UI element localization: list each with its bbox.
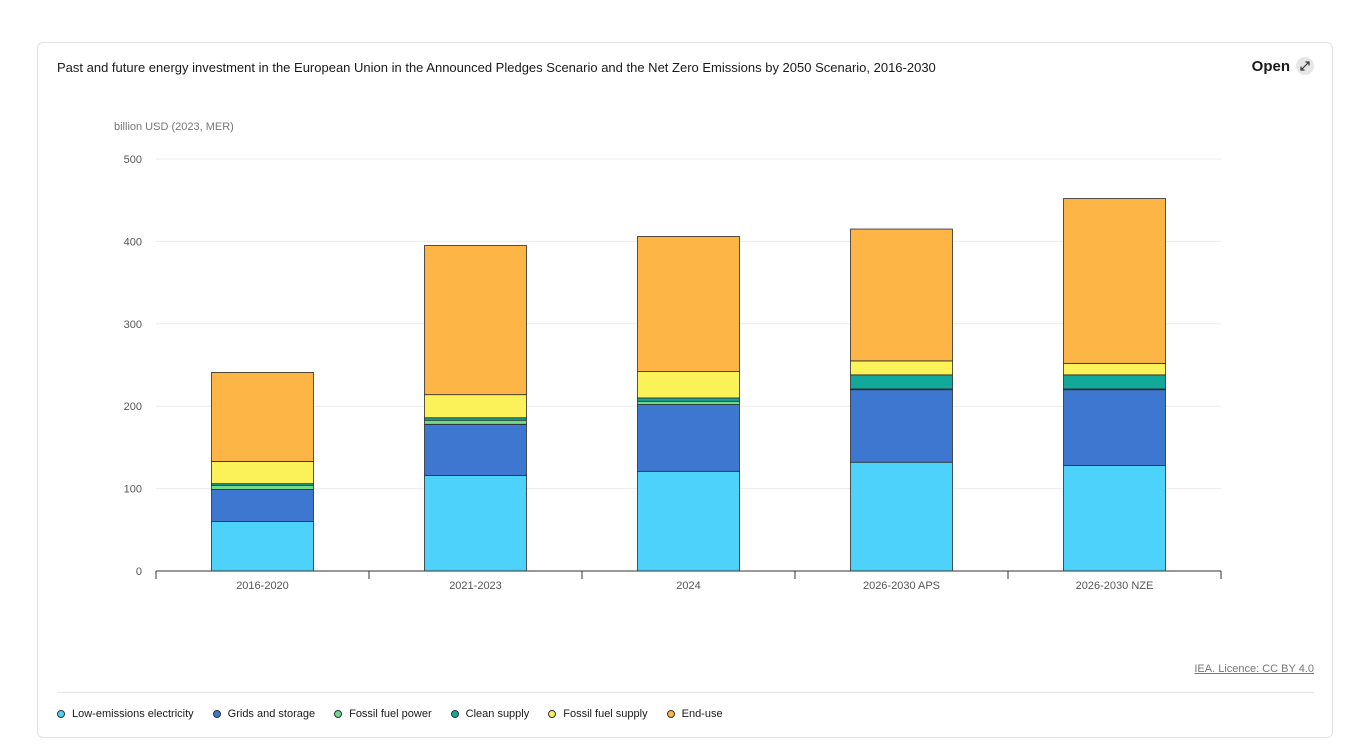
bar-segment[interactable] xyxy=(637,397,740,402)
legend-label: Fossil fuel supply xyxy=(563,708,648,720)
bar-stack xyxy=(850,228,953,572)
legend-item[interactable]: Fossil fuel supply xyxy=(548,708,648,720)
bar-segment[interactable] xyxy=(424,245,527,396)
bar-segment[interactable] xyxy=(1063,362,1166,376)
bar-stack xyxy=(637,236,740,572)
legend-swatch xyxy=(666,710,675,718)
y-tick-label: 0 xyxy=(136,566,142,578)
expand-icon xyxy=(1296,57,1314,75)
y-tick-label: 400 xyxy=(124,236,142,248)
bar-segment[interactable] xyxy=(1063,198,1166,364)
bar-segment[interactable] xyxy=(1063,389,1166,466)
bar-stack xyxy=(424,245,527,572)
bar-segment[interactable] xyxy=(211,461,314,485)
x-tick-label: 2021-2023 xyxy=(449,580,502,592)
bar-segment[interactable] xyxy=(211,489,314,522)
legend-label: Low-emissions electricity xyxy=(72,708,194,720)
x-tick-label: 2016-2020 xyxy=(236,580,289,592)
bar-segment[interactable] xyxy=(211,484,314,490)
x-tick-label: 2024 xyxy=(676,580,700,592)
bar-segment[interactable] xyxy=(424,419,527,425)
bar-segment[interactable] xyxy=(211,521,314,572)
bar-segment[interactable] xyxy=(424,475,527,572)
bar-stack xyxy=(211,372,314,572)
legend-divider xyxy=(57,692,1314,693)
bars xyxy=(211,198,1166,572)
bar-segment[interactable] xyxy=(850,374,953,390)
chart-card: Past and future energy investment in the… xyxy=(37,42,1333,738)
legend-swatch xyxy=(57,710,65,718)
x-axis: 2016-2020 2021-2023 2024 2026-2030 APS 2026-… xyxy=(155,570,1222,592)
y-axis-ticks: 0 100 200 300 400 500 xyxy=(124,154,142,578)
open-button-label: Open xyxy=(1251,57,1290,75)
bar-segment[interactable] xyxy=(424,394,527,419)
y-axis-unit-label: billion USD (2023, MER) xyxy=(114,121,234,133)
bar-segment[interactable] xyxy=(211,372,314,462)
stacked-bar-chart: billion USD (2023, MER) 0 100 200 300 400 500… xyxy=(114,121,1222,592)
legend-item[interactable]: Fossil fuel power xyxy=(334,708,432,720)
legend-item[interactable]: Grids and storage xyxy=(212,708,316,720)
y-tick-label: 100 xyxy=(124,484,142,496)
bar-segment[interactable] xyxy=(850,360,953,376)
licence-link[interactable]: IEA. Licence: CC BY 4.0 xyxy=(1194,663,1314,675)
bar-segment[interactable] xyxy=(850,461,953,572)
legend-label: Grids and storage xyxy=(227,708,316,720)
bar-segment[interactable] xyxy=(424,423,527,476)
legend-label: End-use xyxy=(681,708,723,720)
bar-segment[interactable] xyxy=(850,389,953,463)
legend-swatch xyxy=(450,710,459,718)
y-tick-label: 500 xyxy=(124,154,142,166)
legend: Low-emissions electricity Grids and stora… xyxy=(57,708,742,720)
legend-swatch xyxy=(548,710,557,718)
legend-item[interactable]: Low-emissions electricity xyxy=(57,708,194,720)
bar-segment[interactable] xyxy=(1063,465,1166,572)
bar-segment[interactable] xyxy=(637,470,740,572)
legend-item[interactable]: End-use xyxy=(666,708,723,720)
open-button[interactable]: Open xyxy=(1252,57,1314,75)
bar-segment[interactable] xyxy=(637,236,740,372)
bar-segment[interactable] xyxy=(637,400,740,405)
bar-segment[interactable] xyxy=(637,371,740,399)
y-tick-label: 300 xyxy=(124,319,142,331)
bar-segment[interactable] xyxy=(1063,374,1166,390)
y-tick-label: 200 xyxy=(124,401,142,413)
x-tick-label: 2026-2030 APS xyxy=(863,580,940,592)
legend-swatch xyxy=(212,710,221,718)
x-tick-label: 2026-2030 NZE xyxy=(1076,580,1154,592)
legend-swatch xyxy=(334,710,343,718)
bar-segment[interactable] xyxy=(637,404,740,472)
chart-title: Past and future energy investment in the… xyxy=(57,60,936,75)
legend-label: Clean supply xyxy=(465,708,530,720)
bar-segment[interactable] xyxy=(850,228,953,362)
legend-label: Fossil fuel power xyxy=(349,708,432,720)
legend-item[interactable]: Clean supply xyxy=(450,708,530,720)
bar-stack xyxy=(1063,198,1166,572)
